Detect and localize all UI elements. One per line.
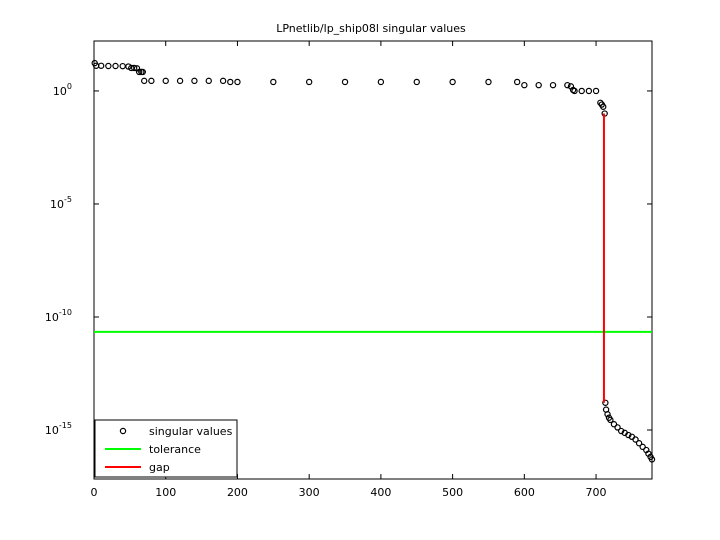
data-point (632, 436, 639, 443)
y-tick-label: 100 (53, 81, 72, 98)
data-point (105, 62, 112, 70)
data-point (135, 68, 143, 76)
data-point (112, 62, 119, 70)
data-point (635, 440, 643, 447)
y-tick-label: 10-5 (50, 194, 72, 211)
x-tick-label: 700 (586, 486, 607, 499)
legend-label: singular values (149, 425, 233, 438)
data-point (162, 77, 169, 85)
data-point (625, 431, 632, 439)
data-point (607, 416, 614, 424)
chart-title: LPnetlib/lp_ship08l singular values (276, 22, 466, 35)
data-point (413, 78, 420, 86)
data-point (270, 78, 277, 86)
y-tick-label: 10-10 (45, 307, 72, 324)
data-point (564, 81, 571, 89)
data-point (592, 87, 600, 95)
data-point (148, 77, 155, 85)
data-point (571, 87, 578, 95)
plot-area (93, 40, 653, 480)
x-tick-label: 200 (227, 486, 248, 499)
data-point (176, 77, 184, 85)
legend-label: gap (149, 461, 170, 474)
x-tick-label: 500 (442, 486, 463, 499)
data-point (130, 64, 138, 72)
x-tick-label: 100 (155, 486, 176, 499)
data-point (485, 78, 492, 86)
data-point (513, 78, 521, 86)
y-tick-label: 10-15 (45, 421, 72, 438)
data-point (578, 87, 585, 95)
x-tick-label: 600 (514, 486, 535, 499)
data-point (614, 424, 621, 431)
data-point (600, 103, 607, 110)
data-point (305, 78, 313, 86)
data-point (97, 62, 105, 69)
x-tick-label: 300 (299, 486, 320, 499)
data-point (205, 77, 212, 85)
data-point (341, 78, 349, 86)
data-point (234, 78, 241, 86)
data-point (377, 78, 385, 86)
data-point (549, 81, 557, 89)
x-tick-label: 400 (370, 486, 391, 499)
data-point (521, 81, 528, 89)
data-point (139, 68, 146, 76)
data-point (191, 77, 198, 85)
data-point (639, 443, 646, 451)
data-point (219, 77, 227, 85)
data-point (604, 411, 611, 418)
data-point (617, 427, 625, 435)
data-point (227, 78, 234, 86)
data-point (610, 421, 618, 428)
data-point (535, 81, 542, 89)
data-point (141, 77, 148, 85)
legend-marker (119, 427, 127, 435)
data-point (585, 87, 593, 95)
data-point (449, 78, 456, 86)
data-point (602, 399, 609, 406)
data-point (648, 456, 656, 463)
legend-label: tolerance (149, 443, 201, 456)
x-tick-label: 0 (91, 486, 98, 499)
